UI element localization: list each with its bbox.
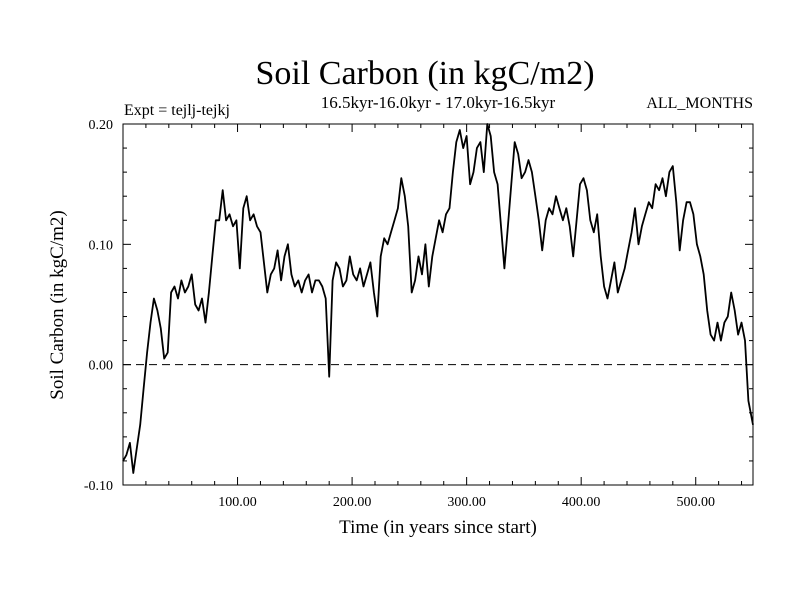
y-tick-label: 0.00	[89, 359, 114, 374]
chart-subtitle: 16.5kyr-16.0kyr - 17.0kyr-16.5kyr	[321, 93, 556, 112]
y-tick-label: 0.10	[89, 238, 114, 253]
x-tick-label: 500.00	[676, 495, 715, 510]
x-tick-label: 100.00	[218, 495, 257, 510]
y-axis-label: Soil Carbon (in kgC/m2)	[47, 210, 68, 399]
period-label: ALL_MONTHS	[646, 95, 753, 112]
x-axis-label: Time (in years since start)	[339, 517, 537, 538]
y-tick-label: -0.10	[84, 479, 113, 494]
series-layer	[122, 123, 754, 474]
x-tick-label: 300.00	[447, 495, 486, 510]
series-line	[122, 123, 754, 474]
x-tick-label: 200.00	[333, 495, 372, 510]
chart-title: Soil Carbon (in kgC/m2)	[255, 55, 594, 92]
y-tick-label: 0.20	[89, 118, 114, 133]
axis-ticks: 100.00 200.00 300.00 400.00 500.00 -0.10 0.00 0…	[84, 118, 753, 510]
experiment-label: Expt = tejlj-tejkj	[124, 102, 230, 119]
x-tick-label: 400.00	[562, 495, 601, 510]
plot-frame	[122, 123, 754, 486]
